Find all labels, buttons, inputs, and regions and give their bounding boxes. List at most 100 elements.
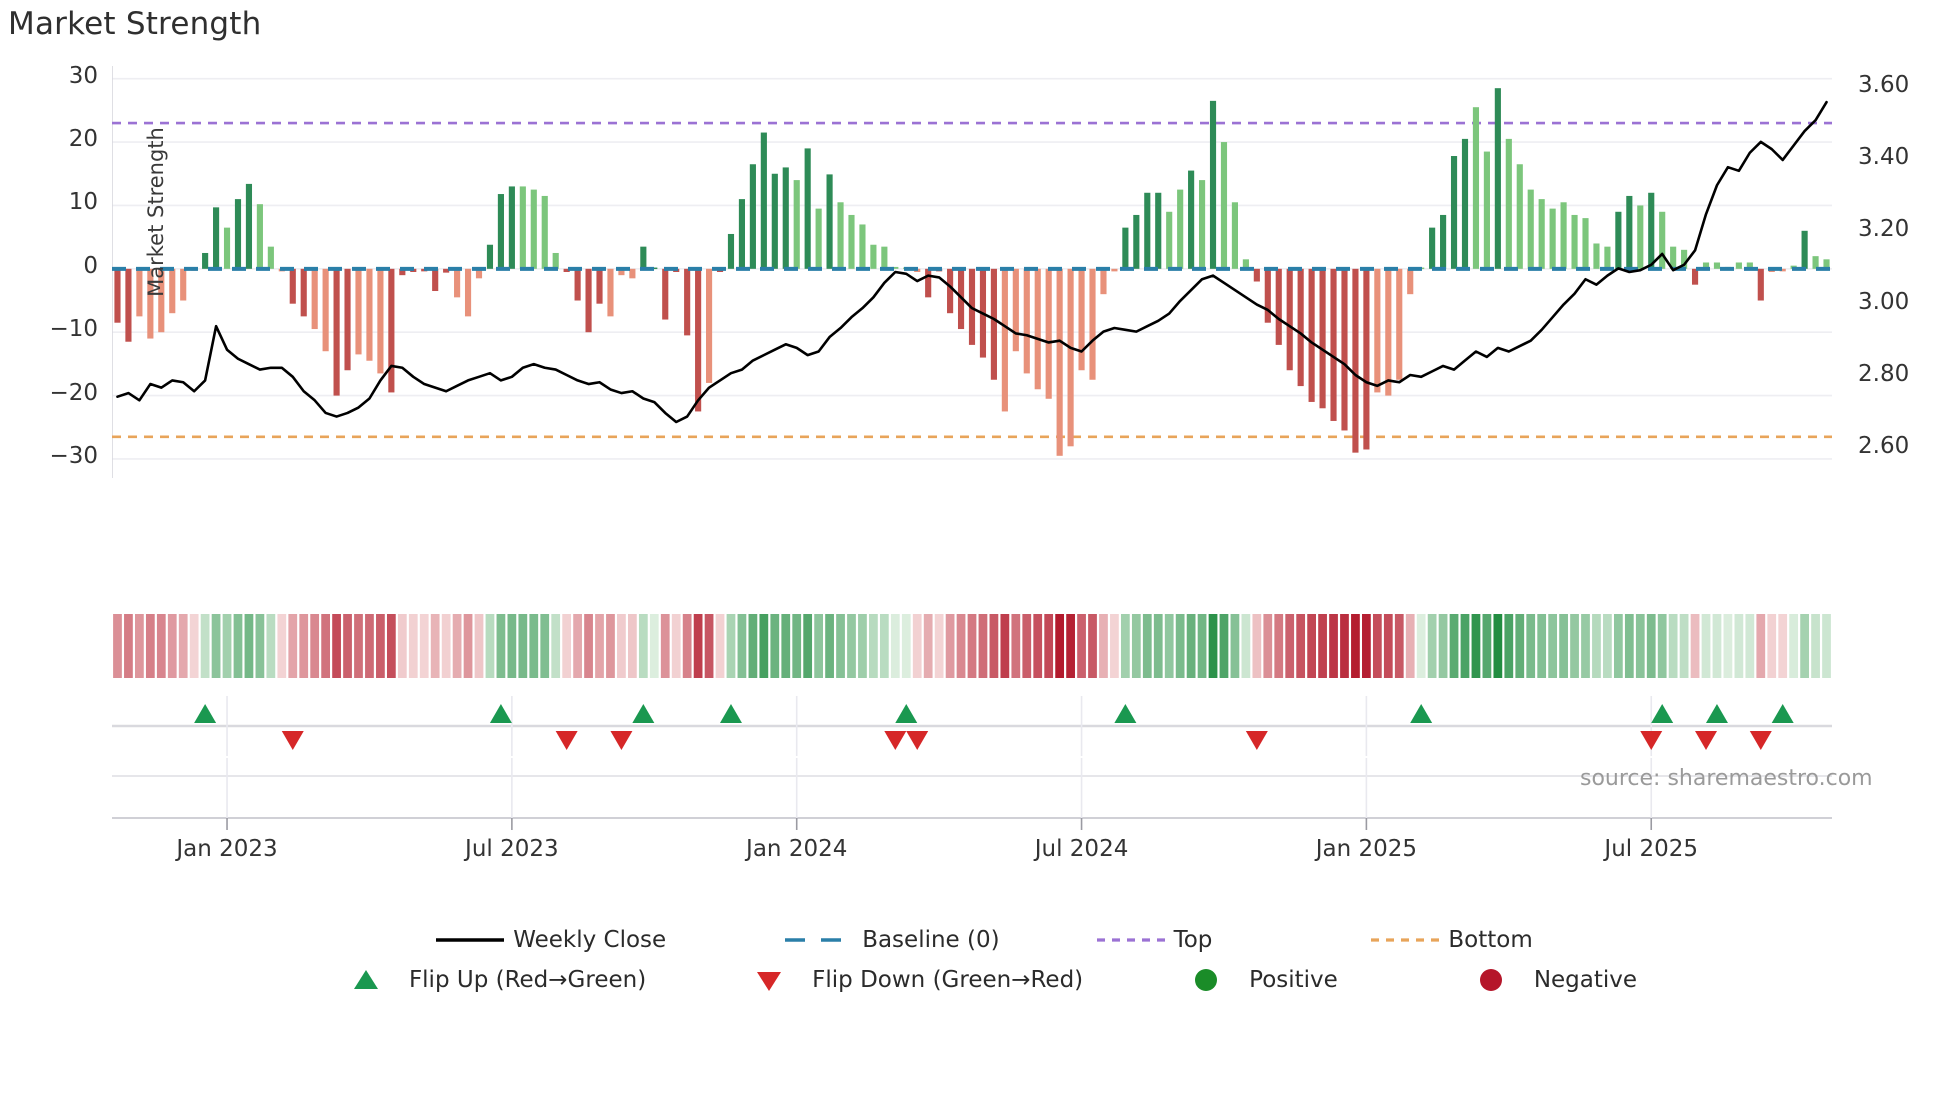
legend-solid-line-icon [427, 926, 513, 954]
heatmap-cell [693, 614, 703, 678]
heatmap-cell [408, 614, 418, 678]
strength-bar [213, 207, 220, 269]
flip-up-marker [1410, 704, 1433, 723]
heatmap-cell [595, 614, 604, 678]
heatmap-cell [343, 614, 352, 678]
heatmap-cell [562, 614, 572, 678]
strength-bar [1188, 170, 1195, 269]
legend-item[interactable]: Top [1088, 920, 1212, 960]
flip-up-marker [1651, 704, 1674, 723]
page-title: Market Strength [8, 6, 262, 42]
legend-item[interactable]: Negative [1448, 960, 1637, 1000]
strength-bar [1264, 268, 1271, 323]
x-tick-label: Jul 2023 [465, 836, 559, 862]
heatmap-cell [277, 614, 287, 678]
strength-bar [1242, 259, 1249, 269]
strength-bar [300, 268, 307, 317]
legend-item-label: Flip Up (Red→Green) [408, 967, 647, 993]
heatmap-cell [1263, 614, 1273, 678]
strength-bar [563, 268, 570, 272]
legend-dashed-line-icon [776, 926, 862, 954]
heatmap-cell [1657, 614, 1667, 678]
heatmap-cell [321, 614, 331, 678]
heatmap-cell [255, 614, 265, 678]
strength-bar [1133, 214, 1140, 269]
heatmap-cell [934, 614, 944, 678]
heatmap-cell [869, 614, 878, 678]
heatmap-cell [715, 614, 725, 678]
heatmap-cell [1712, 614, 1722, 678]
legend-item[interactable]: Weekly Close [427, 920, 666, 960]
flip-down-marker [1749, 731, 1772, 750]
y-tick-right: 3.20 [1858, 216, 1910, 243]
strength-bar [848, 214, 855, 269]
legend-item[interactable]: Flip Up (Red→Green) [323, 960, 646, 1000]
strength-bar [377, 268, 384, 374]
heatmap-cell [1362, 614, 1371, 678]
legend-item[interactable]: Baseline (0) [776, 920, 1000, 960]
heatmap-cell [244, 614, 254, 678]
strength-bar [1067, 268, 1074, 447]
heatmap-cell [1044, 614, 1054, 678]
strength-bar [1374, 268, 1381, 393]
strength-bar [826, 174, 833, 269]
flip-up-marker [719, 704, 742, 723]
heatmap-cell [1548, 614, 1558, 678]
strength-bar [684, 268, 691, 336]
strength-bar [1286, 268, 1293, 371]
flip-down-marker [884, 731, 907, 750]
flip-down-marker [555, 731, 578, 750]
legend-triangle-down-icon [726, 966, 812, 994]
heatmap-cell [1285, 614, 1295, 678]
heatmap-cell [1635, 614, 1645, 678]
heatmap-cell [890, 614, 900, 678]
legend-item[interactable]: Positive [1163, 960, 1338, 1000]
strength-bar [399, 268, 406, 276]
heatmap-cell [1427, 614, 1437, 678]
flip-down-marker [1640, 731, 1663, 750]
heatmap-cell [397, 614, 407, 678]
heatmap-cell [419, 614, 429, 678]
legend-item[interactable]: Bottom [1362, 920, 1533, 960]
heatmap-cell [1668, 614, 1678, 678]
x-tick-label: Jan 2025 [1315, 836, 1418, 862]
strength-bar [1615, 211, 1622, 269]
flip-down-marker [1695, 731, 1718, 750]
flip-marker-band [112, 690, 1832, 758]
legend-circle-icon [1163, 966, 1249, 994]
heatmap-cell [1394, 614, 1404, 678]
heatmap-cell [485, 614, 495, 678]
heatmap-cell [1624, 614, 1634, 678]
legend-item[interactable]: Flip Down (Green→Red) [726, 960, 1083, 1000]
legend-dotted-line-icon [1362, 926, 1448, 954]
heatmap-cell [1646, 614, 1656, 678]
heatmap-cell [967, 614, 977, 678]
strength-bar [1056, 268, 1063, 456]
strength-bar [1801, 230, 1808, 269]
strength-bar [311, 268, 318, 330]
heatmap-cell [441, 614, 451, 678]
heatmap-cell [1471, 614, 1481, 678]
strength-bar [607, 268, 614, 317]
strength-bar [245, 183, 253, 269]
y-tick-left: −10 [49, 316, 98, 343]
x-tick-label: Jul 2024 [1034, 836, 1129, 862]
heatmap-cell [1055, 614, 1065, 678]
strength-bar [1691, 268, 1699, 285]
heatmap-cell [1789, 614, 1799, 678]
strength-bar [585, 268, 592, 333]
strength-bar [1177, 189, 1184, 269]
strength-bar [1593, 243, 1600, 269]
strength-bar [870, 244, 877, 269]
heatmap-cell [354, 614, 363, 678]
heatmap-cell [803, 614, 813, 678]
strength-bar [1571, 214, 1578, 269]
heatmap-cell [1307, 614, 1316, 678]
strength-bar [1155, 192, 1162, 269]
heatmap-cell [1219, 614, 1229, 678]
heatmap-cell [781, 614, 791, 678]
heatmap-cell [825, 614, 834, 678]
heatmap-cell [1142, 614, 1152, 678]
heatmap-cell [1734, 614, 1744, 678]
strength-bar [1199, 180, 1206, 269]
